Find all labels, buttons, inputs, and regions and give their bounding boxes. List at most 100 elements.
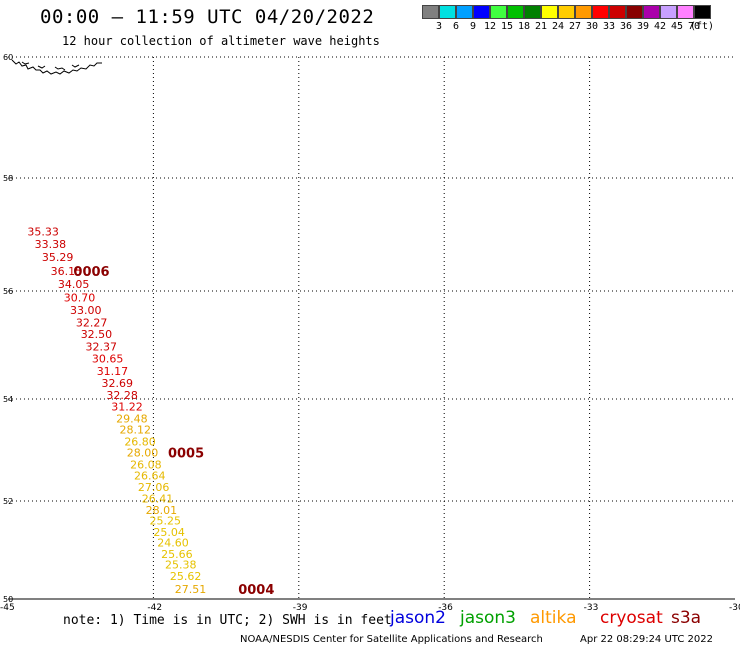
- wave-height-label: 25.38: [165, 559, 197, 572]
- legend-swatch: [524, 5, 541, 19]
- wave-height-label: 33.38: [35, 238, 66, 251]
- legend-swatch: [575, 5, 592, 19]
- wave-height-label: 26.64: [134, 470, 166, 483]
- legend-swatch: [439, 5, 456, 19]
- legend-swatch: [558, 5, 575, 19]
- lat-lon-grid: [8, 56, 735, 600]
- wave-height-label: 26.41: [142, 492, 174, 505]
- legend-swatch: [609, 5, 626, 19]
- page-title: 00:00 — 11:59 UTC 04/20/2022: [40, 6, 375, 28]
- legend-tick-label: 3: [435, 21, 443, 32]
- legend-swatch: [456, 5, 473, 19]
- legend-tick-label: 36: [619, 21, 633, 32]
- wave-height-label: 35.29: [42, 251, 74, 264]
- wave-height-label: 31.17: [97, 365, 129, 378]
- legend-tick-label: 33: [602, 21, 616, 32]
- wave-height-label: 25.04: [153, 526, 185, 539]
- legend-swatch: [660, 5, 677, 19]
- wave-height-label: 32.37: [86, 341, 118, 354]
- coastline: [11, 59, 102, 75]
- wave-height-label: 27.06: [138, 481, 170, 494]
- wave-height-label: 34.05: [58, 278, 90, 291]
- legend-tick-label: 30: [585, 21, 599, 32]
- pass-id-label: 0006: [73, 265, 109, 280]
- satellite-name-jason3: jason3: [460, 608, 516, 628]
- wave-height-label: 36.15: [51, 265, 83, 278]
- legend-swatch: [541, 5, 558, 19]
- latitude-tick-label: 54: [3, 395, 13, 404]
- longitude-tick-label: -45: [0, 603, 15, 613]
- satellite-name-jason2: jason2: [390, 608, 446, 628]
- legend-swatch: [626, 5, 643, 19]
- legend-swatch: [694, 5, 711, 19]
- wave-height-label: 29.48: [116, 412, 147, 425]
- legend-tick-label: 45: [670, 21, 684, 32]
- pass-id-label: 0004: [238, 583, 274, 598]
- credit-text: NOAA/NESDIS Center for Satellite Applica…: [240, 634, 543, 645]
- wave-height-label: 27.51: [175, 583, 207, 596]
- wave-height-label: 31.22: [111, 401, 143, 414]
- wave-height-label: 28.12: [119, 424, 150, 437]
- latitude-tick-label: 56: [3, 287, 13, 296]
- legend-swatch: [592, 5, 609, 19]
- legend-swatch: [677, 5, 694, 19]
- legend-tick-label: 42: [653, 21, 667, 32]
- pass-labels: 0006 0005 0004: [73, 265, 274, 598]
- legend-tick-label: 27: [568, 21, 582, 32]
- greenland-coastline: [11, 59, 102, 75]
- satellite-name-altika: altika: [530, 608, 577, 628]
- wave-height-label: 25.25: [150, 515, 182, 528]
- wave-height-label: 32.27: [76, 316, 108, 329]
- legend-tick-label: 18: [517, 21, 531, 32]
- wave-height-label: 28.01: [146, 504, 178, 517]
- legend-swatch: [643, 5, 660, 19]
- wave-height-label: 30.70: [64, 291, 95, 304]
- longitude-tick-label: -36: [438, 603, 453, 613]
- latitude-tick-label: 50: [3, 595, 13, 604]
- observations: 35.3333.3835.2936.1534.0530.7033.0032.27…: [27, 226, 206, 597]
- pass-id-label: 0005: [168, 447, 204, 462]
- wave-height-label: 30.65: [92, 353, 124, 366]
- longitude-tick-label: -33: [584, 603, 599, 613]
- legend-swatch: [422, 5, 439, 19]
- latitude-tick-label: 60: [3, 53, 13, 62]
- legend-tick-label: 9: [469, 21, 477, 32]
- wave-height-label: 24.60: [157, 537, 189, 550]
- legend-tick-label: 70: [687, 21, 701, 32]
- longitude-tick-label: -39: [293, 603, 308, 613]
- longitude-tick-label: -30: [729, 603, 740, 613]
- latitude-tick-label: 52: [3, 497, 13, 506]
- legend-tick-labels: 3 6 9 12 15 18 21 24 27 30 33 36 39 42 45 70 (ft): [422, 21, 740, 35]
- satellite-name-s3a: s3a: [671, 608, 702, 628]
- legend-tick-label: 6: [452, 21, 460, 32]
- wave-height-label: 25.66: [161, 548, 193, 561]
- legend-tick-label: 12: [483, 21, 497, 32]
- legend-swatch: [473, 5, 490, 19]
- wave-height-label: 35.33: [27, 226, 58, 239]
- legend-tick-label: 15: [500, 21, 514, 32]
- wave-height-label: 25.62: [170, 570, 202, 583]
- legend-swatch: [507, 5, 524, 19]
- wave-height-label: 26.80: [124, 435, 156, 448]
- wave-height-label: 26.08: [130, 458, 162, 471]
- satellite-name-cryosat: cryosat: [600, 608, 663, 628]
- legend-tick-label: 24: [551, 21, 565, 32]
- wave-height-label: 32.50: [81, 328, 113, 341]
- units-note: note: 1) Time is in UTC; 2) SWH is in fe…: [63, 613, 392, 628]
- legend-tick-label: (ft): [690, 21, 715, 32]
- legend-swatches: [422, 5, 711, 19]
- timestamp-text: Apr 22 08:29:24 UTC 2022: [580, 634, 713, 645]
- legend-tick-label: 21: [534, 21, 548, 32]
- wave-height-label: 28.00: [127, 447, 159, 460]
- axis-labels: -45 -42 -39 -36 -33 -30 50 52 54 56 58 60: [0, 53, 740, 613]
- latitude-tick-label: 58: [3, 174, 13, 183]
- page-subtitle: 12 hour collection of altimeter wave hei…: [62, 34, 380, 48]
- longitude-tick-label: -42: [147, 603, 162, 613]
- legend-swatch: [490, 5, 507, 19]
- wave-height-label: 32.28: [106, 389, 137, 402]
- wave-height-color-legend: 3 6 9 12 15 18 21 24 27 30 33 36 39 42 45 70 (ft): [422, 5, 714, 32]
- wave-height-label: 33.00: [70, 304, 102, 317]
- legend-tick-label: 39: [636, 21, 650, 32]
- wave-height-label: 32.69: [102, 377, 134, 390]
